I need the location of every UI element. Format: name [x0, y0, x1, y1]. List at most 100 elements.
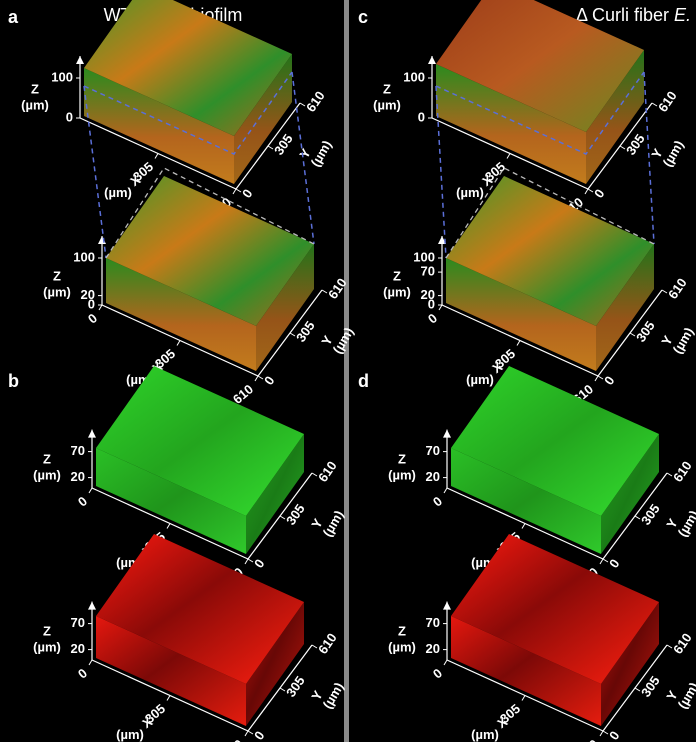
y-tick-label: 0 [261, 373, 277, 388]
y-unit: (µm) [670, 325, 696, 357]
block-top [451, 534, 659, 684]
z-tick-label: 100 [413, 249, 435, 264]
x-tick [599, 558, 604, 565]
x-tick [521, 695, 526, 701]
block-side [246, 434, 304, 554]
z-tick-label: 100 [403, 69, 425, 84]
z-tick-label: 70 [421, 264, 435, 279]
z-tick-label: 0 [418, 109, 425, 124]
y-tick-label: 0 [606, 556, 622, 571]
z-tick-label: 20 [421, 287, 435, 302]
block-top [84, 0, 292, 136]
y-tick [602, 558, 609, 563]
block-side [234, 54, 292, 184]
y-tick-label: 0 [601, 373, 617, 388]
x-unit: (µm) [116, 727, 144, 742]
z-label: Z [383, 81, 391, 96]
block-top [106, 176, 314, 326]
y-tick [311, 644, 318, 649]
x-tick [254, 375, 259, 382]
z-unit: (µm) [383, 284, 411, 299]
y-tick [235, 188, 242, 193]
z-tick-label: 20 [71, 641, 85, 656]
z-tick-label: 70 [426, 443, 440, 458]
y-tick-label: 305 [633, 318, 658, 344]
block-side [446, 258, 596, 371]
y-tick-label: 0 [251, 556, 267, 571]
x-tick [594, 375, 599, 382]
z-tick-label: 0 [88, 296, 95, 311]
x-tick [166, 695, 171, 701]
block-side [96, 616, 246, 726]
y-tick-label: 0 [606, 728, 622, 742]
x-unit: (µm) [471, 727, 499, 742]
y-tick [321, 289, 328, 294]
panel-title: Δ Curli fiber E. coli biofilm [576, 5, 696, 25]
connector [291, 71, 315, 245]
z-tick-label: 70 [426, 615, 440, 630]
y-tick-label: 0 [591, 186, 607, 201]
z-tick-label: 20 [426, 469, 440, 484]
x-tick [176, 340, 181, 346]
z-label: Z [398, 451, 406, 466]
y-tick-label: 610 [655, 88, 680, 114]
y-tick [651, 102, 658, 107]
z-arrow [98, 236, 106, 244]
z-label: Z [393, 268, 401, 283]
block-side [601, 434, 659, 554]
x-tick [443, 487, 448, 494]
block-side [84, 68, 234, 184]
block-top [446, 176, 654, 326]
y-tick-label: 0 [251, 728, 267, 742]
y-tick [587, 188, 594, 193]
connector [643, 71, 655, 245]
block-side [436, 64, 586, 184]
y-tick-label: 305 [623, 131, 648, 157]
x-tick [98, 304, 103, 311]
y-tick-label: 305 [293, 318, 318, 344]
z-unit: (µm) [21, 97, 49, 112]
z-label: Z [31, 81, 39, 96]
block-side [106, 258, 256, 371]
y-tick [279, 687, 286, 692]
y-unit: (µm) [660, 138, 687, 170]
y-tick-label: 610 [670, 458, 695, 484]
x-tick [88, 487, 93, 494]
x-tick-label: 0 [430, 665, 445, 681]
y-tick-label: 610 [303, 88, 328, 114]
title-part: E. coli [674, 5, 696, 25]
y-tick [619, 145, 626, 150]
z-tick-label: 100 [73, 249, 95, 264]
z-tick-label: 70 [71, 443, 85, 458]
y-tick-label: 610 [315, 458, 340, 484]
y-tick [247, 558, 254, 563]
y-tick-label: 305 [283, 673, 308, 699]
y-unit: (µm) [308, 138, 335, 170]
x-tick-label: 0 [75, 665, 90, 681]
block-top [96, 366, 304, 516]
z-tick-label: 0 [66, 109, 73, 124]
extent-outline [105, 167, 315, 259]
y-unit: (µm) [320, 680, 347, 712]
y-unit: (µm) [320, 508, 347, 540]
y-tick [247, 730, 254, 735]
block-top [96, 534, 304, 684]
y-tick [279, 515, 286, 520]
z-label: Z [53, 268, 61, 283]
x-unit: (µm) [104, 185, 132, 200]
title-part: Δ Curli fiber [576, 5, 674, 25]
y-tick [257, 375, 264, 380]
panel-letter: c [358, 7, 368, 27]
y-tick [666, 472, 673, 477]
x-tick-label: 610 [575, 736, 601, 742]
z-unit: (µm) [388, 639, 416, 654]
y-tick [267, 145, 274, 150]
y-tick-label: 610 [670, 630, 695, 656]
block-top [451, 366, 659, 516]
slab-outline [435, 71, 645, 155]
z-tick-label: 70 [71, 615, 85, 630]
x-tick-label: 0 [75, 493, 90, 509]
x-unit: (µm) [456, 185, 484, 200]
y-tick [597, 375, 604, 380]
